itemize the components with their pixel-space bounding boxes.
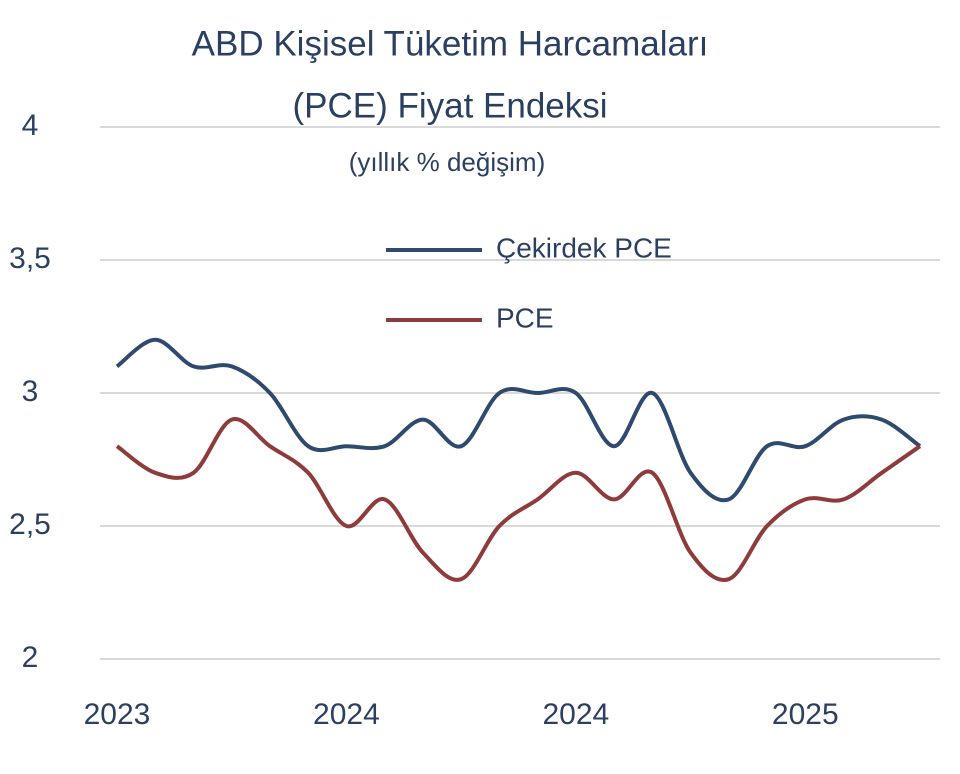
legend-label: PCE <box>496 302 554 333</box>
chart-subtitle: (yıllık % değişim) <box>349 147 545 177</box>
y-tick-label: 2 <box>22 641 39 674</box>
y-tick-label: 2,5 <box>9 508 51 541</box>
series-line <box>115 337 922 503</box>
x-tick-label: 2025 <box>772 698 839 731</box>
x-tick-label: 2024 <box>542 698 609 731</box>
series-line <box>115 417 922 583</box>
chart-title: (PCE) Fiyat Endeksi <box>292 86 607 125</box>
legend-label: Çekirdek PCE <box>496 232 672 263</box>
x-tick-label: 2023 <box>84 698 151 731</box>
y-tick-label: 4 <box>22 109 39 142</box>
chart-title: ABD Kişisel Tüketim Harcamaları <box>192 24 709 63</box>
y-tick-label: 3 <box>22 375 39 408</box>
x-tick-label: 2024 <box>313 698 380 731</box>
y-tick-label: 3,5 <box>9 242 51 275</box>
